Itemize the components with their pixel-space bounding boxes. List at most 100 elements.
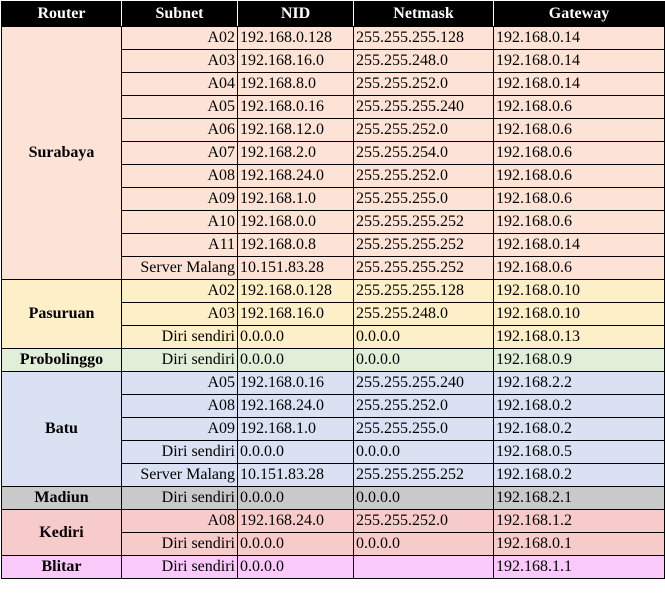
nid-cell: 192.168.1.0 (237, 417, 354, 441)
netmask-cell: 255.255.252.0 (353, 394, 494, 418)
table-row: Diri sendiri 0.0.0.0 0.0.0.0 192.168.0.1 (1, 532, 665, 556)
nid-cell: 0.0.0.0 (237, 348, 354, 372)
gateway-cell: 192.168.0.6 (493, 164, 665, 188)
nid-cell: 10.151.83.28 (237, 463, 354, 487)
nid-cell: 192.168.0.16 (237, 371, 354, 395)
gateway-cell: 192.168.0.2 (493, 417, 665, 441)
netmask-cell: 255.255.255.128 (353, 279, 494, 303)
table-body: Surabaya A02 192.168.0.128 255.255.255.128 1… (1, 26, 665, 579)
routing-table: Router Subnet NID Netmask Gateway Suraba… (1, 1, 665, 579)
netmask-cell: 255.255.252.0 (353, 509, 494, 533)
nid-cell: 192.168.24.0 (237, 394, 354, 418)
subnet-cell: A08 (121, 164, 238, 188)
subnet-cell: A10 (121, 210, 238, 234)
header-nid: NID (237, 1, 354, 27)
router-name: Probolinggo (1, 348, 122, 372)
subnet-cell: Diri sendiri (121, 532, 238, 556)
netmask-cell: 255.255.255.240 (353, 371, 494, 395)
header-subnet: Subnet (121, 1, 238, 27)
netmask-cell: 0.0.0.0 (353, 532, 494, 556)
gateway-cell: 192.168.0.6 (493, 118, 665, 142)
header-gateway: Gateway (493, 1, 665, 27)
table-row: Pasuruan A02 192.168.0.128 255.255.255.128 1… (1, 279, 665, 349)
nid-cell: 0.0.0.0 (237, 555, 354, 579)
gateway-cell: 192.168.2.2 (493, 371, 665, 395)
table-row: A08 192.168.24.0 255.255.252.0 192.168.0.6 (1, 164, 665, 188)
subnet-cell: A07 (121, 141, 238, 165)
netmask-cell: 255.255.252.0 (353, 118, 494, 142)
subnet-cell: Diri sendiri (121, 486, 238, 510)
subnet-cell: A09 (121, 187, 238, 211)
gateway-cell: 192.168.0.10 (493, 279, 665, 303)
gateway-cell: 192.168.0.6 (493, 256, 665, 280)
table-row: Diri sendiri 0.0.0.0 0.0.0.0 192.168.0.13 (1, 325, 665, 349)
netmask-cell: 255.255.255.0 (353, 187, 494, 211)
subnet-cell: A02 (121, 279, 238, 303)
gateway-cell: 192.168.0.6 (493, 95, 665, 119)
netmask-cell: 0.0.0.0 (353, 325, 494, 349)
gateway-cell: 192.168.0.14 (493, 49, 665, 73)
netmask-cell: 255.255.255.252 (353, 210, 494, 234)
gateway-cell: 192.168.0.14 (493, 233, 665, 257)
table-row: A06 192.168.12.0 255.255.252.0 192.168.0.6 (1, 118, 665, 142)
router-name: Batu (1, 371, 122, 487)
subnet-cell: A11 (121, 233, 238, 257)
netmask-cell: 255.255.255.252 (353, 233, 494, 257)
table-row: Kediri A08 192.168.24.0 255.255.252.0 192.16… (1, 509, 665, 556)
netmask-cell: 0.0.0.0 (353, 440, 494, 464)
table-row: Blitar Diri sendiri 0.0.0.0 192.168.1.1 (1, 555, 665, 579)
table-row: A03 192.168.16.0 255.255.248.0 192.168.0.10 (1, 302, 665, 326)
gateway-cell: 192.168.0.1 (493, 532, 665, 556)
table-row: A05 192.168.0.16 255.255.255.240 192.168.0.… (1, 95, 665, 119)
netmask-cell: 255.255.252.0 (353, 72, 494, 96)
netmask-cell: 255.255.255.240 (353, 95, 494, 119)
nid-cell: 192.168.2.0 (237, 141, 354, 165)
gateway-cell: 192.168.0.14 (493, 26, 665, 50)
gateway-cell: 192.168.0.6 (493, 210, 665, 234)
gateway-cell: 192.168.1.2 (493, 509, 665, 533)
netmask-cell: 255.255.254.0 (353, 141, 494, 165)
header-netmask: Netmask (353, 1, 494, 27)
nid-cell: 192.168.24.0 (237, 509, 354, 533)
nid-cell: 192.168.8.0 (237, 72, 354, 96)
nid-cell: 192.168.1.0 (237, 187, 354, 211)
subnet-cell: A03 (121, 49, 238, 73)
gateway-cell: 192.168.0.6 (493, 141, 665, 165)
table-row: A11 192.168.0.8 255.255.255.252 192.168.0.1… (1, 233, 665, 257)
nid-cell: 0.0.0.0 (237, 486, 354, 510)
table-row: A09 192.168.1.0 255.255.255.0 192.168.0.6 (1, 187, 665, 211)
nid-cell: 192.168.0.128 (237, 26, 354, 50)
gateway-cell: 192.168.2.1 (493, 486, 665, 510)
subnet-cell: A03 (121, 302, 238, 326)
table-row: A09 192.168.1.0 255.255.255.0 192.168.0.2 (1, 417, 665, 441)
table-row: Surabaya A02 192.168.0.128 255.255.255.128 1… (1, 26, 665, 280)
gateway-cell: 192.168.0.14 (493, 72, 665, 96)
subnet-cell: A08 (121, 394, 238, 418)
netmask-cell (353, 555, 494, 579)
gateway-cell: 192.168.0.13 (493, 325, 665, 349)
gateway-cell: 192.168.0.2 (493, 463, 665, 487)
header-router: Router (1, 1, 122, 27)
subnet-cell: Server Malang (121, 256, 238, 280)
gateway-cell: 192.168.0.6 (493, 187, 665, 211)
table-row: Server Malang 10.151.83.28 255.255.255.252… (1, 463, 665, 487)
header-row: Router Subnet NID Netmask Gateway (1, 1, 665, 27)
nid-cell: 0.0.0.0 (237, 440, 354, 464)
gateway-cell: 192.168.0.2 (493, 394, 665, 418)
subnet-cell: Diri sendiri (121, 325, 238, 349)
table-row: A04 192.168.8.0 255.255.252.0 192.168.0.14 (1, 72, 665, 96)
table-row: Batu A05 192.168.0.16 255.255.255.240 192.16… (1, 371, 665, 487)
subnet-cell: A05 (121, 95, 238, 119)
netmask-cell: 255.255.255.252 (353, 256, 494, 280)
table-row: Probolinggo Diri sendiri 0.0.0.0 0.0.0.0 192… (1, 348, 665, 372)
subnet-cell: Server Malang (121, 463, 238, 487)
netmask-cell: 255.255.255.0 (353, 417, 494, 441)
gateway-cell: 192.168.0.5 (493, 440, 665, 464)
subnet-cell: Diri sendiri (121, 555, 238, 579)
nid-cell: 192.168.0.0 (237, 210, 354, 234)
table-row: Diri sendiri 0.0.0.0 0.0.0.0 192.168.0.5 (1, 440, 665, 464)
subnet-cell: A08 (121, 509, 238, 533)
nid-cell: 192.168.24.0 (237, 164, 354, 188)
netmask-cell: 0.0.0.0 (353, 486, 494, 510)
subnet-cell: A04 (121, 72, 238, 96)
